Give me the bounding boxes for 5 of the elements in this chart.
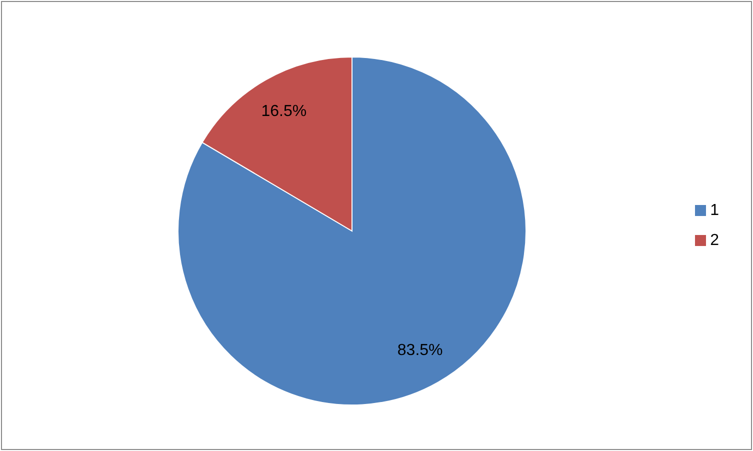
legend-label: 1 [710, 202, 719, 218]
pie-slice [178, 56, 526, 406]
legend-label: 2 [710, 232, 719, 248]
data-label: 83.5% [397, 342, 443, 359]
data-label: 16.5% [261, 103, 307, 120]
